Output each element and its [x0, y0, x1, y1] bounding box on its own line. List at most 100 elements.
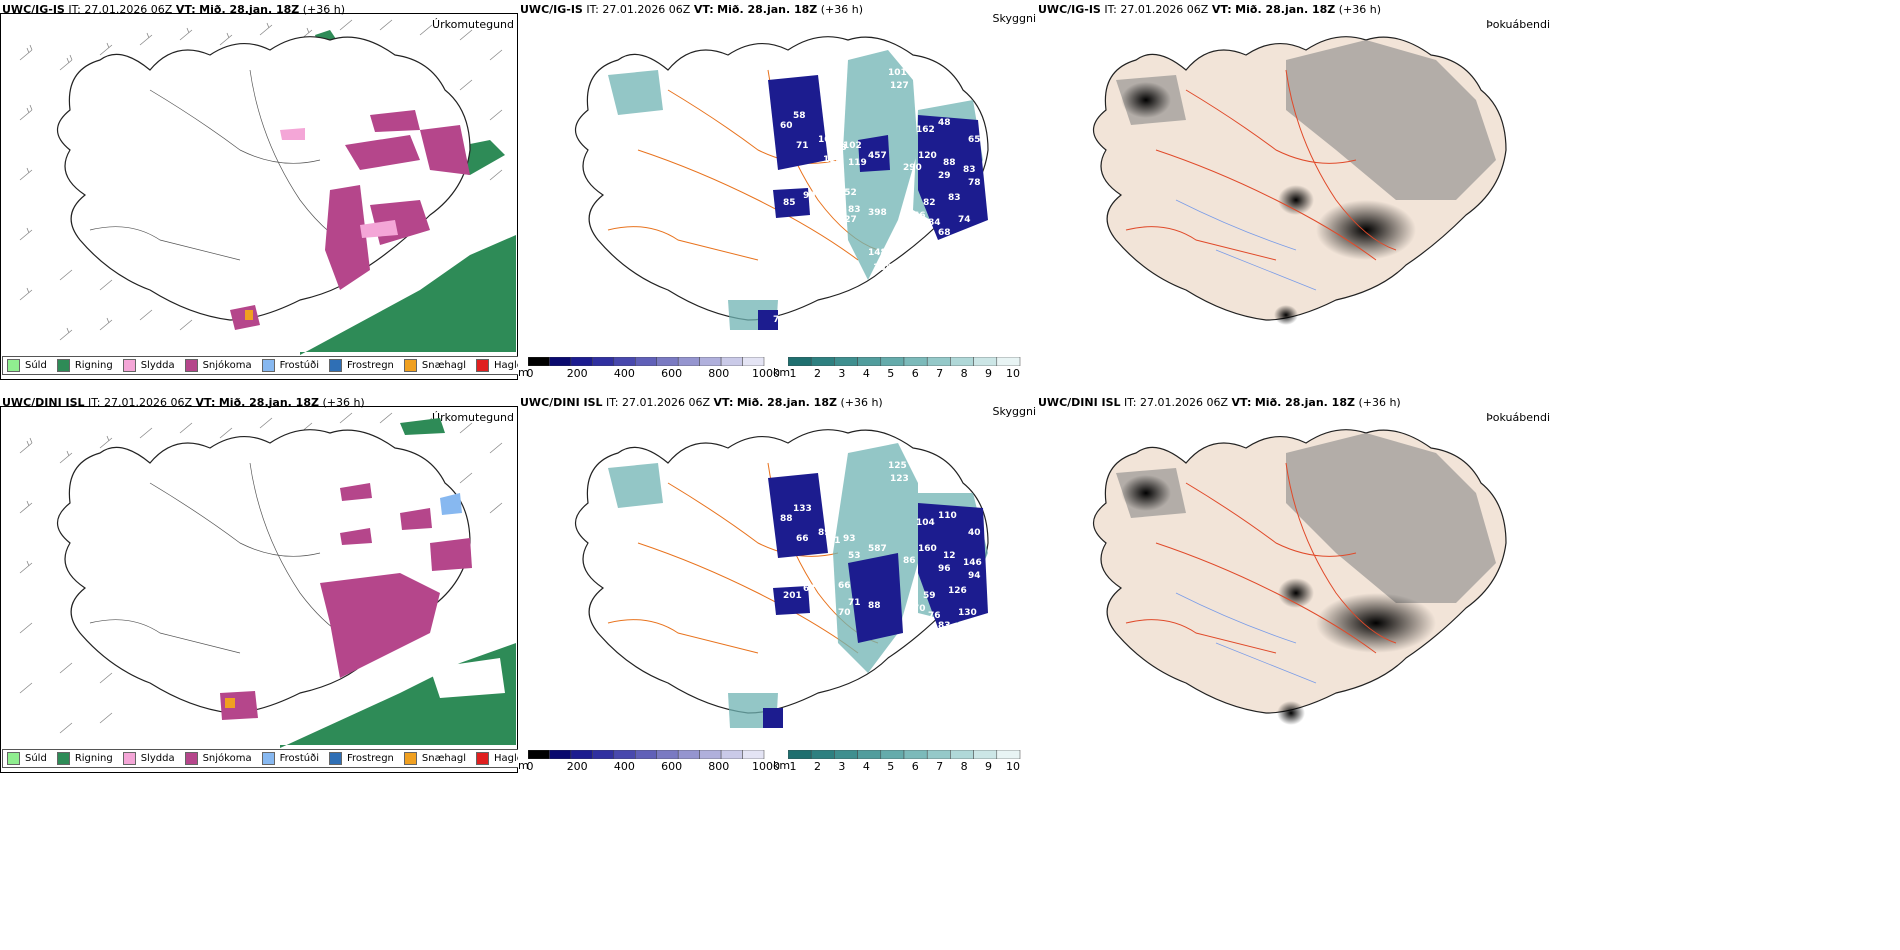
colorbar-segment: [810, 750, 835, 759]
colorbar-segment: [635, 357, 657, 366]
colorbar-segment: [528, 357, 550, 366]
row2-precip-varname: Úrkomutegund: [432, 411, 514, 424]
vis-label: 85: [783, 198, 796, 208]
legend-swatch: [261, 359, 275, 372]
vis-label: 66: [913, 211, 926, 221]
vis-label: 70: [838, 608, 851, 618]
rain-area-sea: [300, 235, 516, 355]
vis-unit: km: [773, 759, 791, 772]
vis-label: 102: [843, 141, 862, 151]
colorbar-tick: 7: [936, 760, 944, 773]
vis-label: 110: [938, 511, 957, 521]
vis-label: 290: [903, 163, 922, 173]
vis-label: 398: [868, 208, 887, 218]
precip-legend: Súld Rigning Slydda Snjókoma Frostúði Fr…: [2, 356, 518, 375]
row2-fog-title: UWC/DINI ISL IT: 27.01.2026 06Z VT: Mið.…: [1038, 396, 1401, 409]
legend-swatch: [56, 359, 70, 372]
vis-label: 89: [818, 528, 831, 538]
vis-label: 125: [888, 461, 907, 471]
vis-label: 84: [928, 218, 941, 228]
vis-label: 88: [943, 158, 956, 168]
vis-label: 71: [796, 141, 809, 151]
colorbar-segment: [973, 357, 998, 366]
legend-swatch: [184, 752, 198, 765]
colorbar-segment: [677, 750, 700, 759]
vis-label: 123: [890, 474, 909, 484]
snow-areas: [230, 110, 470, 330]
colorbar-segment: [996, 357, 1021, 366]
colorbar-segment: [996, 750, 1021, 759]
colorbar-segment: [788, 750, 812, 759]
row1-precip-title: UWC/IG-IS IT: 27.01.2026 06Z VT: Mið. 28…: [2, 3, 346, 16]
colorbar-segment: [677, 357, 700, 366]
colorbar-tick: 600: [661, 367, 683, 380]
colorbar-segment: [810, 357, 835, 366]
vis-label: 88: [780, 514, 793, 524]
colorbar-segment: [950, 357, 974, 366]
row1-fog-title: UWC/IG-IS IT: 27.01.2026 06Z VT: Mið. 28…: [1038, 3, 1382, 16]
fog-dark-areas: [1121, 475, 1436, 725]
row1-vis-title: UWC/IG-IS IT: 27.01.2026 06Z VT: Mið. 28…: [520, 3, 864, 16]
legend-swatch: [122, 359, 136, 372]
colorbar-segment: [973, 750, 998, 759]
vis-label: 48: [938, 118, 951, 128]
vis-label: 101: [888, 68, 907, 78]
vis-label: 70: [913, 604, 926, 614]
frost-drizzle-areas: [440, 493, 462, 515]
vis-label: 66: [796, 534, 809, 544]
colorbar-segment: [720, 750, 743, 759]
colorbar-segment: [903, 750, 928, 759]
colorbar-tick: 1: [789, 760, 797, 773]
legend-swatch: [329, 752, 342, 765]
colorbar-tick: 9: [985, 760, 993, 773]
colorbar-segment: [857, 357, 882, 366]
colorbar-segment: [926, 357, 951, 366]
colorbar-segment: [570, 750, 593, 759]
vis-label: 65: [968, 135, 981, 145]
colorbar-tick: 0: [526, 760, 534, 773]
row1-fog-panel: UWC/IG-IS IT: 27.01.2026 06Z VT: Mið. 28…: [1036, 0, 1552, 380]
colorbar-segment: [880, 357, 905, 366]
road-lines: [607, 69, 879, 261]
precip-legend: Súld Rigning Slydda Snjókoma Frostúði Fr…: [2, 749, 518, 768]
row2-precip-title: UWC/DINI ISL IT: 27.01.2026 06Z VT: Mið.…: [2, 396, 365, 409]
row1-precip-map: [19, 19, 516, 355]
elev-unit: m: [518, 366, 529, 379]
legend-item-haglel: Haglél: [476, 359, 518, 372]
vis-label: 75: [773, 315, 786, 325]
elev-bar-swatches: [528, 357, 765, 366]
blue-elev-areas: [763, 473, 988, 728]
vis-label: 68: [938, 228, 951, 238]
elev-unit: m: [518, 759, 529, 772]
vis-unit: km: [773, 366, 791, 379]
vis-label: 12: [943, 551, 956, 561]
vis-label: 59: [923, 591, 936, 601]
vis-label: 120: [918, 151, 937, 161]
row2-elev-colorbar: m 0 200 400 600 800 1000: [518, 750, 780, 773]
vis-label: 83: [938, 621, 951, 631]
vis-label: 41: [828, 536, 841, 546]
colorbar-segment: [528, 750, 550, 759]
rain-area-north: [400, 418, 445, 435]
colorbar-tick: 7: [936, 367, 944, 380]
legend-swatch: [7, 359, 20, 372]
colorbar-tick: 4: [862, 760, 870, 773]
colorbar-segment: [570, 357, 593, 366]
colorbar-tick: 200: [566, 367, 588, 380]
vis-label: 88: [923, 486, 936, 496]
legend-item-sudd: Súld: [7, 752, 47, 765]
legend-item-snaehagl: Snæhagl: [403, 359, 466, 372]
snow-areas: [220, 483, 472, 720]
vis-bar-swatches: [788, 750, 1021, 759]
rain-gap: [430, 658, 505, 698]
vis-label: 133: [793, 504, 812, 514]
legend-swatch: [56, 752, 70, 765]
legend-swatch: [122, 752, 136, 765]
colorbar-tick: 800: [708, 760, 730, 773]
colorbar-segment: [549, 750, 572, 759]
vis-label: 162: [916, 125, 935, 135]
row2-vis-title: UWC/DINI ISL IT: 27.01.2026 06Z VT: Mið.…: [520, 396, 883, 409]
vis-label: 88: [868, 601, 881, 611]
